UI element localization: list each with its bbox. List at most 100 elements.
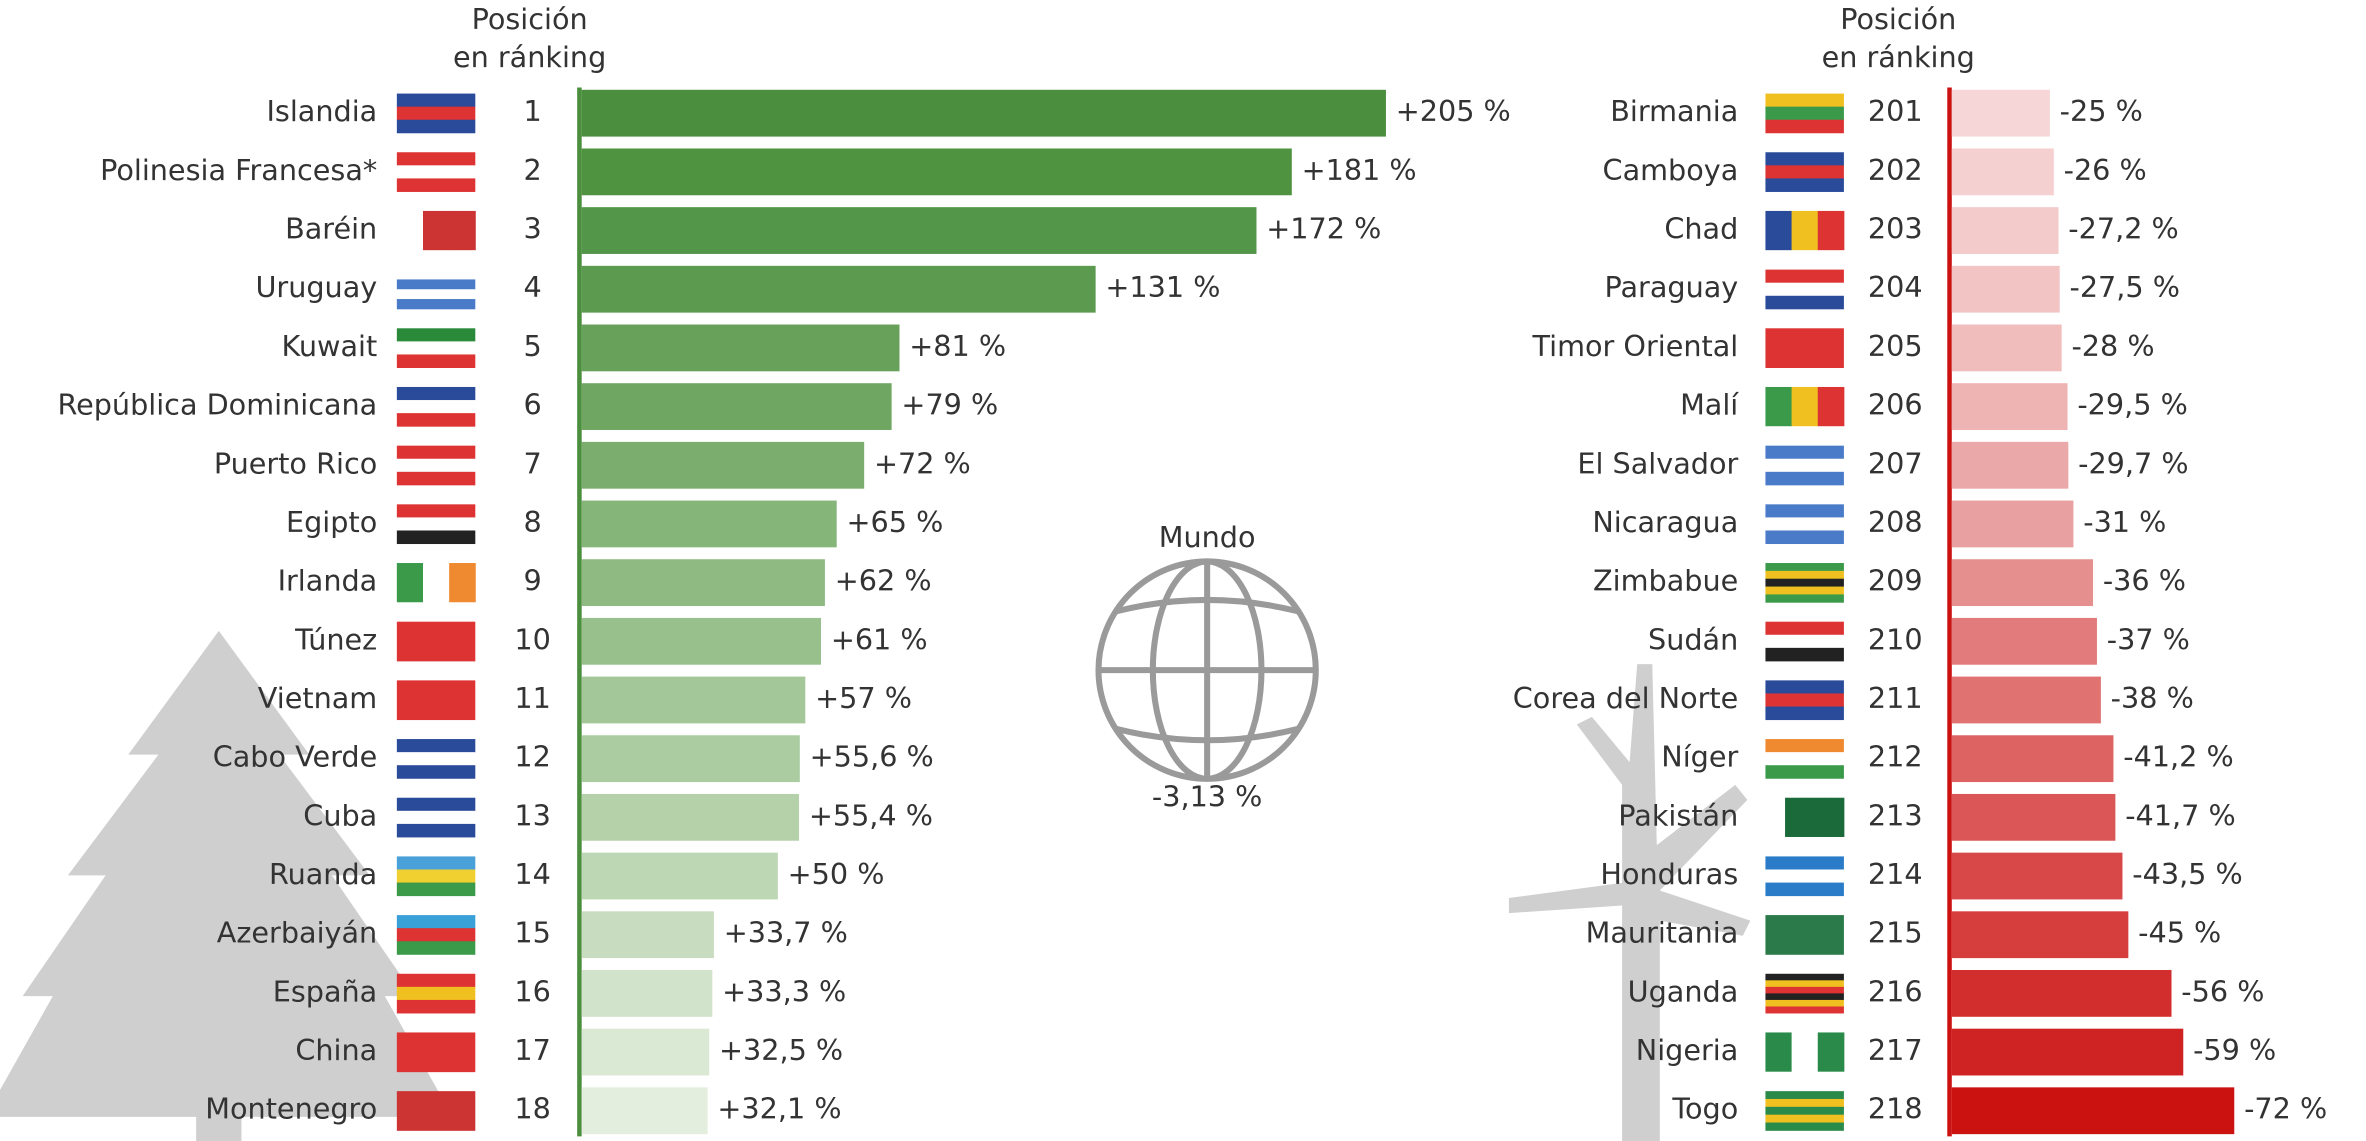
flag-stripe (1765, 386, 1793, 427)
value-label: -38 % (2111, 681, 2194, 715)
flag (1765, 1091, 1844, 1131)
flag (396, 915, 476, 955)
flag (396, 386, 476, 427)
column-header: en ránking (1822, 40, 1975, 74)
rank: 210 (1868, 622, 1923, 656)
flag-stripe (396, 1032, 476, 1073)
flag-stripe (1765, 993, 1844, 1001)
flag (396, 445, 476, 486)
flag (396, 973, 476, 1014)
bar (581, 852, 778, 900)
flag-stripe (1765, 517, 1844, 531)
flag-stripe (396, 856, 476, 870)
flag-stripe (1765, 1032, 1793, 1072)
rank: 208 (1868, 505, 1923, 539)
column-header: Posición (472, 2, 588, 36)
rank: 209 (1868, 564, 1923, 598)
flag-stripe (396, 986, 476, 1001)
rank: 11 (514, 681, 550, 715)
flag-stripe (1765, 269, 1844, 284)
bar (581, 676, 806, 724)
rank: 214 (1868, 857, 1923, 891)
country-name: Níger (1661, 740, 1738, 774)
rank: 4 (524, 270, 542, 304)
value-label: +57 % (815, 681, 912, 715)
value-label: +79 % (901, 388, 998, 422)
bar (1951, 207, 2059, 254)
country-name: Irlanda (278, 564, 378, 598)
flag-stripe (1765, 586, 1844, 595)
flag-stripe (1804, 797, 1825, 837)
bar (581, 148, 1292, 196)
flag-stripe (1765, 328, 1844, 368)
bar (1951, 383, 2068, 430)
flag-stripe (396, 152, 476, 166)
flag (1765, 680, 1844, 721)
rank: 3 (524, 212, 542, 246)
country-name: Nigeria (1636, 1033, 1739, 1067)
flag-stripe (1765, 634, 1844, 649)
flag-stripe (1791, 1032, 1819, 1072)
country-name: Vietnam (258, 681, 377, 715)
flag-stripe (1765, 295, 1844, 310)
flag-stripe (1765, 882, 1844, 897)
rank: 204 (1868, 270, 1923, 304)
rank: 216 (1868, 974, 1923, 1008)
bar (581, 441, 865, 489)
value-label: +32,5 % (719, 1033, 843, 1067)
flag (396, 563, 476, 603)
flag-stripe (1765, 739, 1844, 753)
rank: 18 (514, 1092, 550, 1126)
flag-stripe (396, 269, 476, 280)
value-label: -31 % (2083, 505, 2166, 539)
flag (1765, 739, 1844, 779)
country-name: Baréin (285, 212, 377, 246)
value-label: +55,4 % (809, 798, 933, 832)
bar (1951, 559, 2094, 607)
flag-stripe (1765, 445, 1844, 460)
flag-stripe (396, 765, 476, 779)
rank: 215 (1868, 916, 1923, 950)
value-label: +61 % (831, 622, 928, 656)
value-label: +81 % (909, 329, 1006, 363)
flag (396, 797, 476, 838)
value-label: -59 % (2193, 1033, 2276, 1067)
value-label: +33,7 % (724, 916, 848, 950)
rank: 201 (1868, 94, 1923, 128)
flag-stripe (1765, 530, 1844, 545)
flag-stripe (1765, 1106, 1844, 1116)
flag-stripe (1765, 1114, 1844, 1123)
country-name: Nicaragua (1592, 505, 1738, 539)
bar (581, 617, 822, 665)
flag (1765, 621, 1844, 662)
flag-stripe (449, 210, 476, 251)
column-header: Posición (1840, 2, 1956, 36)
value-label: -28 % (2071, 329, 2154, 363)
flag-stripe (1765, 282, 1844, 297)
value-label: +50 % (788, 857, 885, 891)
rank: 14 (514, 857, 550, 891)
flag-stripe (396, 973, 476, 988)
flag (1765, 93, 1844, 134)
country-name: Chad (1664, 212, 1738, 246)
flag-stripe (1791, 210, 1819, 251)
bar (1951, 793, 2116, 841)
value-label: -41,7 % (2125, 798, 2235, 832)
world-globe (1095, 558, 1319, 782)
bar (581, 1028, 710, 1076)
flag-stripe (1765, 869, 1844, 884)
bar (1951, 676, 2101, 724)
flag (396, 856, 476, 897)
rank: 6 (524, 388, 542, 422)
rank: 211 (1868, 681, 1923, 715)
flag-stripe (396, 328, 476, 342)
flag-stripe (396, 928, 476, 942)
world-value: -3,13 % (1152, 779, 1262, 813)
flag-stripe (396, 413, 476, 427)
country-name: Puerto Rico (214, 446, 377, 480)
column-header: en ránking (453, 40, 606, 74)
flag (396, 93, 476, 134)
flag-stripe (1765, 693, 1844, 707)
flag-stripe (1765, 570, 1844, 580)
